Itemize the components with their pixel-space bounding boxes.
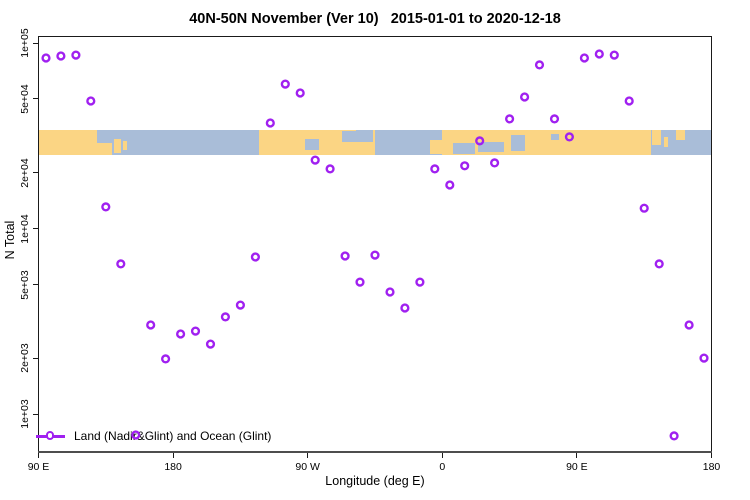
map-patch-kamchatka	[675, 130, 685, 140]
x-tick-label: 180	[164, 461, 182, 473]
map-patch-newfoundland	[355, 130, 374, 143]
y-tick-mark	[33, 413, 38, 415]
map-ocean-segment	[111, 130, 260, 155]
y-tick-mark	[33, 98, 38, 100]
map-patch-great-lakes	[305, 138, 319, 150]
legend-label: Land (Nadir&Glint) and Ocean (Glint)	[74, 429, 272, 443]
y-axis-label: N Total	[3, 220, 17, 260]
x-tick-mark	[576, 453, 578, 458]
chart-title: 40N-50N November (Ver 10) 2015-01-01 to …	[189, 11, 561, 27]
y-tick-label: 1e+05	[19, 28, 31, 58]
plot-area	[38, 36, 712, 453]
map-patch-okhotsk-coast	[96, 130, 112, 144]
map-patch-sakhalin	[651, 130, 661, 145]
x-tick-mark	[38, 453, 39, 458]
x-tick-label: 90 E	[566, 461, 588, 473]
x-axis-label: Longitude (deg E)	[325, 474, 425, 488]
map-patch-balkhash	[551, 133, 559, 140]
x-tick-label: 180	[702, 461, 721, 473]
map-band	[38, 130, 712, 155]
x-tick-label: 90 E	[27, 461, 50, 473]
map-patch-mediterranean	[452, 143, 476, 155]
y-tick-label: 5e+04	[19, 84, 31, 114]
map-patch-japan	[114, 138, 122, 154]
x-axis-line	[38, 451, 712, 454]
x-tick-mark	[711, 453, 712, 458]
legend-line-symbol	[36, 431, 65, 440]
y-tick-mark	[33, 42, 38, 44]
y-tick-label: 5e+03	[19, 269, 31, 300]
y-tick-mark	[33, 284, 38, 286]
y-tick-label: 2e+03	[19, 343, 31, 374]
y-tick-label: 1e+04	[19, 213, 31, 244]
x-tick-label: 0	[439, 461, 446, 473]
map-patch-hokkaido	[663, 137, 669, 148]
legend: Land (Nadir&Glint) and Ocean (Glint)	[36, 429, 271, 443]
x-tick-mark	[307, 453, 309, 458]
x-tick-mark	[172, 453, 174, 458]
y-tick-label: 1e+03	[19, 399, 31, 430]
map-patch-iberia-france	[430, 139, 442, 155]
map-patch-japan-north	[122, 141, 128, 150]
y-tick-mark	[33, 172, 38, 174]
y-tick-mark	[33, 357, 38, 359]
x-tick-label: 90 W	[295, 461, 320, 473]
y-tick-mark	[33, 228, 38, 230]
x-tick-mark	[441, 453, 443, 458]
map-patch-st-lawrence	[342, 131, 361, 143]
map-patch-caspian	[511, 134, 525, 151]
map-patch-black-sea	[478, 142, 504, 153]
legend-point-icon	[45, 431, 55, 440]
y-tick-label: 2e+04	[19, 158, 31, 188]
